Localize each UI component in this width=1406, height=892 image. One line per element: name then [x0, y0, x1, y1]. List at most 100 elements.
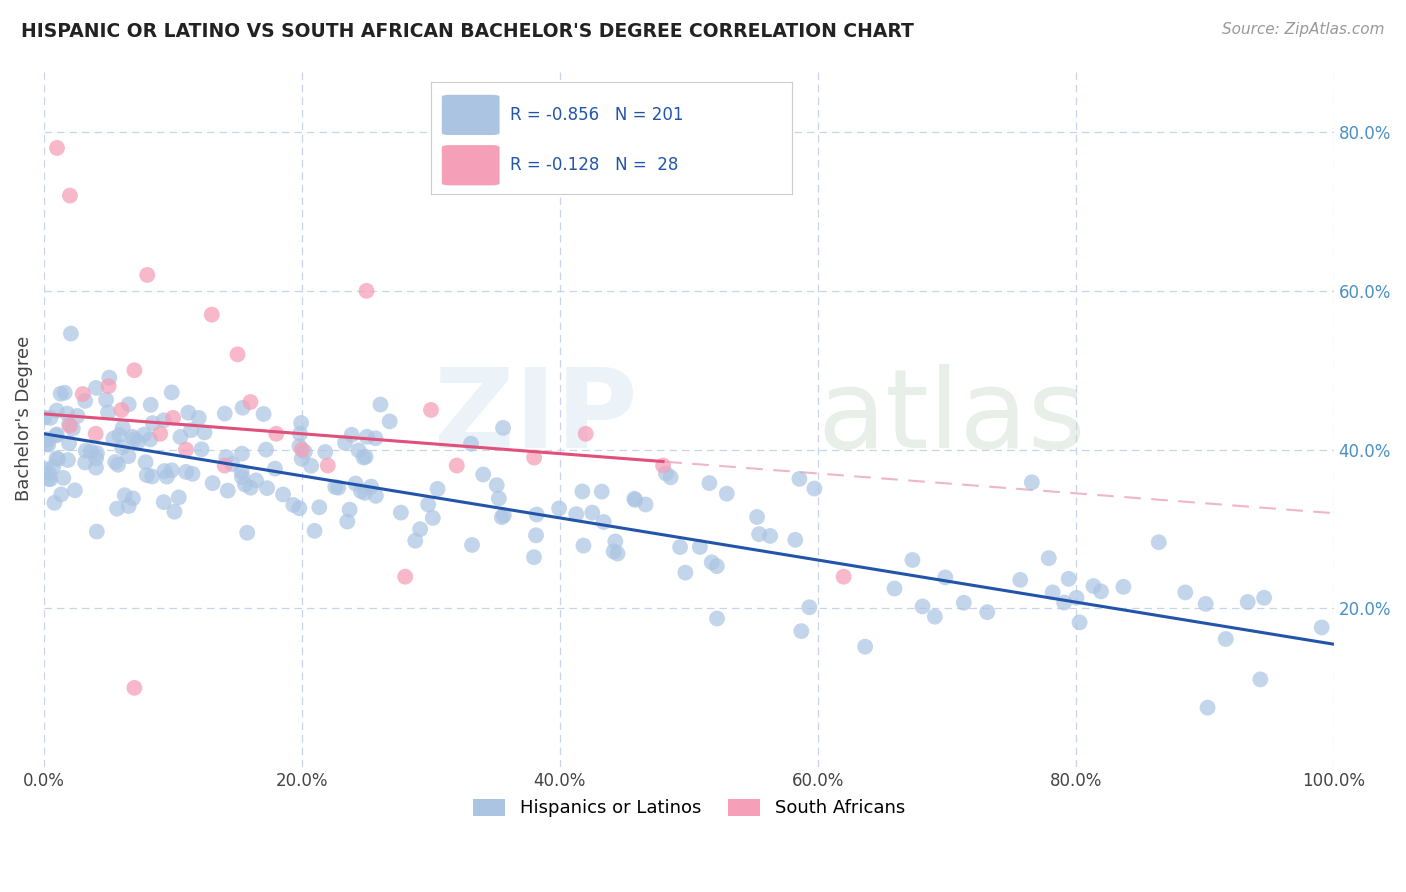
- Point: [46, 141, 69, 155]
- Text: atlas: atlas: [818, 365, 1087, 471]
- Point: [97, 405, 120, 419]
- Point: [316, 458, 339, 473]
- Point: [353, 450, 375, 465]
- Point: [163, 505, 186, 519]
- Point: [135, 468, 157, 483]
- Point: [35, 433, 58, 447]
- Point: [45, 451, 67, 466]
- Point: [354, 486, 377, 500]
- Point: [360, 480, 382, 494]
- Point: [716, 486, 738, 500]
- Point: [84, 426, 107, 441]
- Point: [44, 496, 66, 510]
- Point: [35, 436, 58, 450]
- Point: [86, 524, 108, 539]
- Point: [404, 533, 426, 548]
- Point: [356, 430, 378, 444]
- Point: [94, 392, 117, 407]
- Point: [169, 430, 191, 444]
- Text: Source: ZipAtlas.com: Source: ZipAtlas.com: [1222, 22, 1385, 37]
- Point: [523, 450, 546, 465]
- Point: [256, 481, 278, 495]
- Point: [252, 407, 274, 421]
- Point: [59, 326, 82, 341]
- Point: [290, 416, 312, 430]
- Point: [156, 469, 179, 483]
- Point: [426, 482, 449, 496]
- Point: [1174, 585, 1197, 599]
- Point: [799, 600, 821, 615]
- Point: [72, 387, 94, 401]
- Point: [149, 426, 172, 441]
- Point: [107, 458, 129, 472]
- Point: [214, 458, 236, 473]
- Point: [66, 409, 89, 423]
- Point: [39, 472, 62, 486]
- Point: [221, 457, 243, 471]
- Point: [217, 483, 239, 498]
- Point: [1010, 573, 1032, 587]
- Point: [32, 410, 55, 425]
- Point: [953, 596, 976, 610]
- Point: [80, 444, 103, 458]
- Point: [75, 455, 97, 469]
- Point: [291, 442, 314, 457]
- Point: [354, 450, 377, 464]
- Point: [264, 426, 287, 441]
- Point: [153, 413, 176, 427]
- Point: [49, 386, 72, 401]
- Point: [340, 427, 363, 442]
- Point: [492, 421, 515, 435]
- Point: [236, 525, 259, 540]
- Point: [231, 465, 253, 479]
- Point: [38, 472, 60, 486]
- Point: [103, 432, 125, 446]
- Point: [135, 455, 157, 469]
- Point: [575, 426, 598, 441]
- Point: [472, 467, 495, 482]
- Point: [114, 488, 136, 502]
- Point: [45, 428, 67, 442]
- Point: [46, 452, 69, 467]
- Point: [254, 442, 277, 457]
- Point: [174, 442, 197, 457]
- Point: [39, 411, 62, 425]
- Point: [215, 450, 238, 464]
- Point: [117, 449, 139, 463]
- Point: [409, 522, 432, 536]
- Point: [52, 471, 75, 485]
- Point: [51, 487, 73, 501]
- Point: [1236, 595, 1258, 609]
- Point: [308, 500, 330, 515]
- Point: [84, 451, 107, 466]
- Point: [288, 501, 311, 516]
- Point: [323, 480, 346, 494]
- Point: [45, 403, 67, 417]
- Point: [153, 464, 176, 478]
- Point: [571, 484, 593, 499]
- Text: HISPANIC OR LATINO VS SOUTH AFRICAN BACHELOR'S DEGREE CORRELATION CHART: HISPANIC OR LATINO VS SOUTH AFRICAN BACH…: [21, 22, 914, 41]
- Point: [37, 438, 59, 452]
- Point: [526, 508, 548, 522]
- Point: [294, 445, 316, 459]
- Text: ZIP: ZIP: [434, 365, 637, 471]
- Point: [565, 507, 588, 521]
- Point: [1253, 591, 1275, 605]
- Point: [623, 491, 645, 506]
- Point: [105, 501, 128, 516]
- Point: [523, 550, 546, 565]
- Point: [56, 453, 79, 467]
- Point: [745, 510, 768, 524]
- Point: [491, 510, 513, 524]
- Point: [634, 498, 657, 512]
- Point: [1066, 591, 1088, 605]
- Point: [336, 515, 359, 529]
- Point: [63, 483, 86, 498]
- Point: [190, 442, 212, 457]
- Point: [1038, 551, 1060, 566]
- Point: [110, 403, 132, 417]
- Point: [706, 559, 728, 574]
- Point: [364, 431, 387, 445]
- Point: [97, 379, 120, 393]
- Point: [748, 527, 770, 541]
